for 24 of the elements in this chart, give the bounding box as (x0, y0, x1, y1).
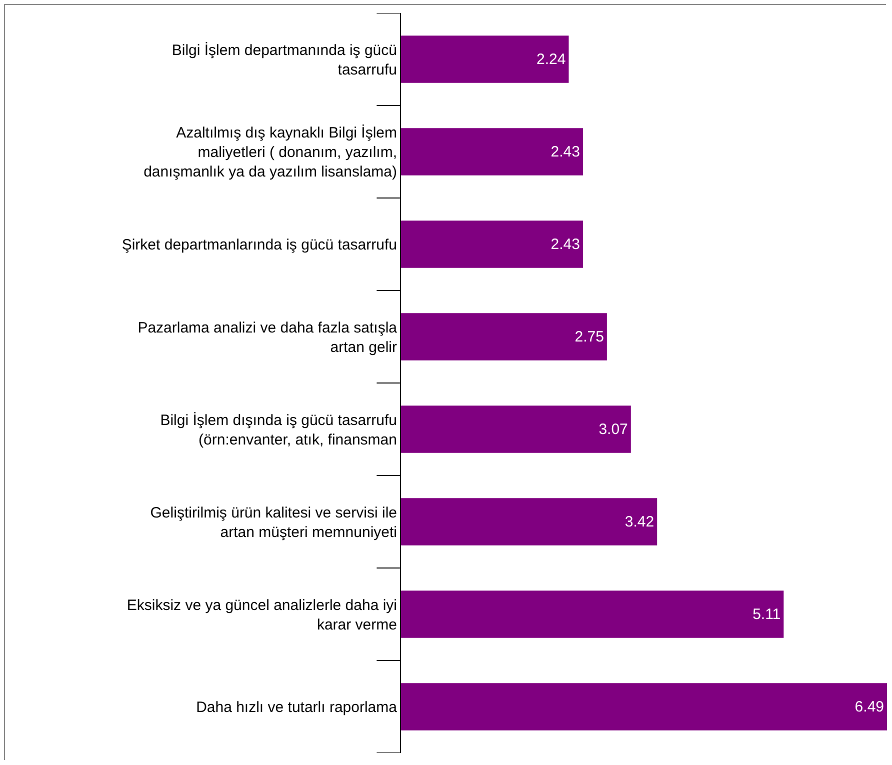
data-label: 2.75 (574, 328, 604, 346)
bar (401, 498, 658, 546)
data-label: 2.43 (550, 236, 580, 253)
data-label: 3.07 (598, 420, 628, 438)
data-label: 3.42 (624, 513, 654, 530)
data-label: 6.49 (854, 698, 884, 716)
y-tick-label: Pazarlama analizi ve daha fazla satışla artan gelir (138, 319, 398, 356)
bar (401, 590, 784, 638)
bar (401, 36, 569, 83)
y-tick-label: Eksiksiz ve ya güncel analizlerle daha iyi karar verme (126, 596, 397, 634)
bar (401, 128, 583, 176)
y-tick-label: Bilgi İşlem dışında iş gücü tasarrufu (örn:envanter, atık, finansman (160, 410, 397, 448)
bar (401, 406, 631, 453)
y-tick-label: Bilgi İşlem departmanında iş gücü tasarrufu (172, 40, 397, 78)
data-label: 5.11 (752, 606, 781, 623)
bar (401, 313, 607, 360)
bar (401, 683, 887, 730)
data-label: 2.24 (536, 50, 566, 68)
y-tick-label: Azaltılmış dış kaynaklı Bilgi İşlem maliyetleri ( donanım, yazılım, danışmanlık ya da yazılım lisanslama) (144, 124, 397, 180)
y-tick-label: Geliştirilmiş ürün kalitesi ve servisi ile artan müşteri memnuniyeti (150, 504, 397, 541)
bar (401, 220, 583, 268)
y-tick-label: Şirket departmanlarında iş gücü tasarrufu (122, 236, 397, 254)
data-label: 2.43 (550, 143, 580, 160)
y-tick-label: Daha hızlı ve tutarlı raporlama (196, 699, 398, 716)
